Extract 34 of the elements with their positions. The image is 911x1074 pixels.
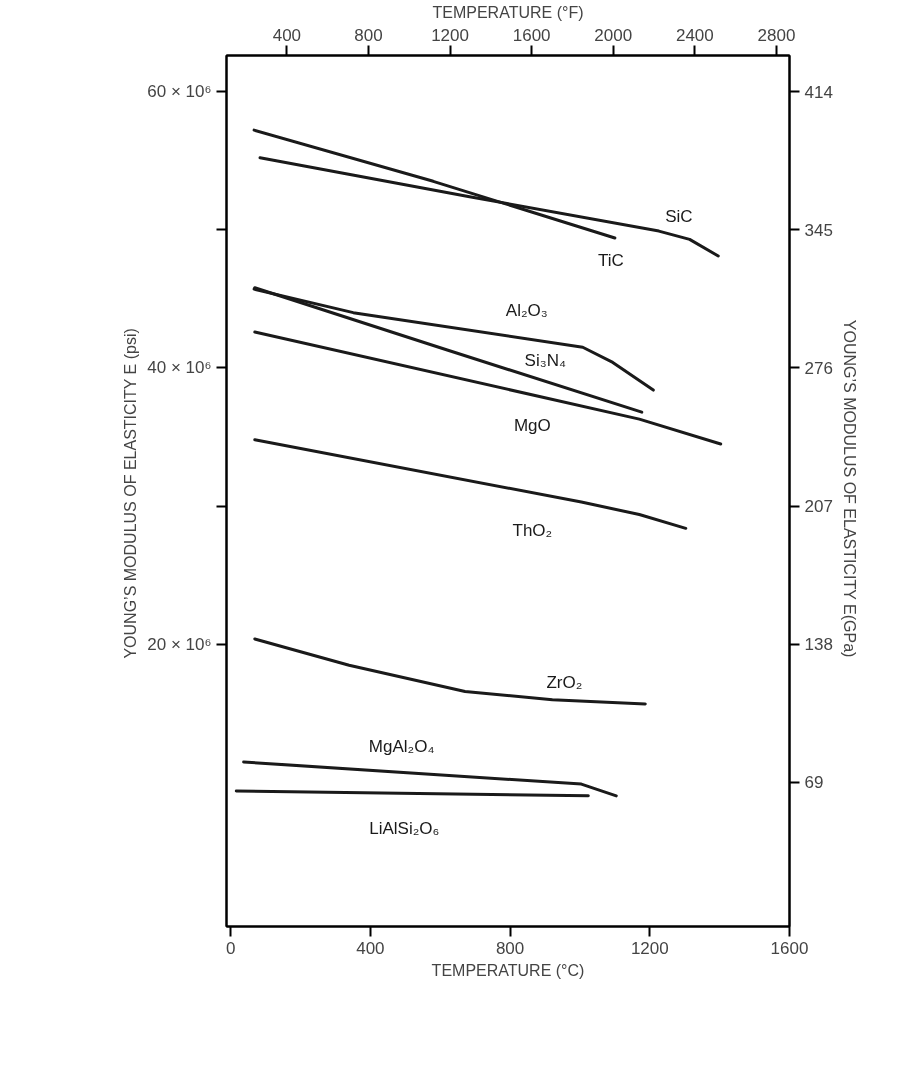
x2-tick-label: 2800 <box>757 25 796 45</box>
x-tick-label: 1200 <box>630 938 669 958</box>
y2-tick-label: 138 <box>804 635 833 655</box>
x-axis-title: TEMPERATURE (°C) <box>431 961 585 979</box>
y2-tick-label: 276 <box>804 358 833 378</box>
series-label: LiAlSi₂O₆ <box>369 818 440 838</box>
x2-tick-label: 1200 <box>431 25 469 45</box>
y2-axis-title: YOUNG’S MODULUS OF ELASTICITY E(GPa) <box>840 319 858 658</box>
x2-axis-title: TEMPERATURE (°F) <box>432 3 584 21</box>
x2-tick-label: 400 <box>272 25 302 45</box>
x-tick-label: 400 <box>356 938 385 958</box>
series-label: ZrO₂ <box>546 673 583 693</box>
series-label: Si₃N₄ <box>524 351 566 371</box>
y2-tick-label: 345 <box>804 220 833 240</box>
y2-tick-label: 414 <box>804 82 833 102</box>
x2-tick-label: 2000 <box>594 25 633 45</box>
x-tick-label: 800 <box>495 938 525 958</box>
x-tick-label: 0 <box>225 938 236 958</box>
x2-tick-label: 800 <box>354 25 383 45</box>
series-label: MgO <box>513 415 551 435</box>
y-axis-title: YOUNG’S MODULUS OF ELASTICITY E (psi) <box>122 328 140 659</box>
series-label: TiC <box>597 251 624 271</box>
y2-tick-label: 69 <box>804 773 824 793</box>
y-tick-label: 60 × 10⁶ <box>147 81 212 101</box>
x2-tick-label: 2400 <box>675 25 714 45</box>
series-label: Al₂O₃ <box>505 300 548 320</box>
x2-tick-label: 1600 <box>512 25 551 45</box>
x-tick-label: 1600 <box>770 938 809 958</box>
y-tick-label: 20 × 10⁶ <box>147 634 212 654</box>
y2-tick-label: 207 <box>804 497 833 517</box>
series-label: ThO₂ <box>512 520 553 540</box>
series-label: MgAl₂O₄ <box>368 737 435 757</box>
series-label: SiC <box>665 206 693 226</box>
y-tick-label: 40 × 10⁶ <box>147 358 212 378</box>
